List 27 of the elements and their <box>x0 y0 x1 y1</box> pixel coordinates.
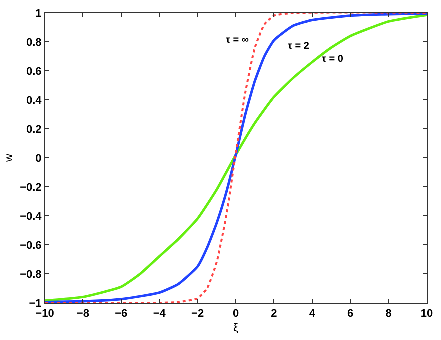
x-tick-label: 2 <box>271 308 278 320</box>
x-tick-label: −6 <box>115 308 128 320</box>
y-tick-label: −0.2 <box>20 182 42 194</box>
y-axis-title: w <box>4 154 16 163</box>
y-tick-label: −1 <box>29 298 42 310</box>
y-tick-label: 0.6 <box>26 66 42 78</box>
x-tick-label: −2 <box>192 308 204 320</box>
y-tick-label: −0.8 <box>20 268 42 281</box>
x-tick-label: 0 <box>232 308 240 320</box>
y-tick-label: 0.8 <box>26 36 42 49</box>
x-tick-label: −10 <box>36 308 54 320</box>
y-tick-label: 1 <box>36 8 42 20</box>
y-tick-label: 0.4 <box>26 94 43 107</box>
x-tick-label: −8 <box>76 308 90 320</box>
x-axis-title: ξ <box>234 322 239 334</box>
y-tick-label: 0 <box>36 152 42 165</box>
series-label: τ = ∞ <box>226 35 249 46</box>
y-tick-label: −0.4 <box>20 210 43 223</box>
series-label: τ = 2 <box>288 41 310 52</box>
x-tick-label: −4 <box>153 308 167 320</box>
x-tick-label: 8 <box>386 308 392 320</box>
y-tick-label: 0.2 <box>26 124 42 136</box>
y-tick-label: −0.6 <box>20 240 42 252</box>
x-tick-label: 6 <box>348 308 354 320</box>
x-tick-label: 10 <box>420 308 434 320</box>
series-label: τ = 0 <box>322 54 344 65</box>
x-tick-label: 4 <box>309 308 316 320</box>
